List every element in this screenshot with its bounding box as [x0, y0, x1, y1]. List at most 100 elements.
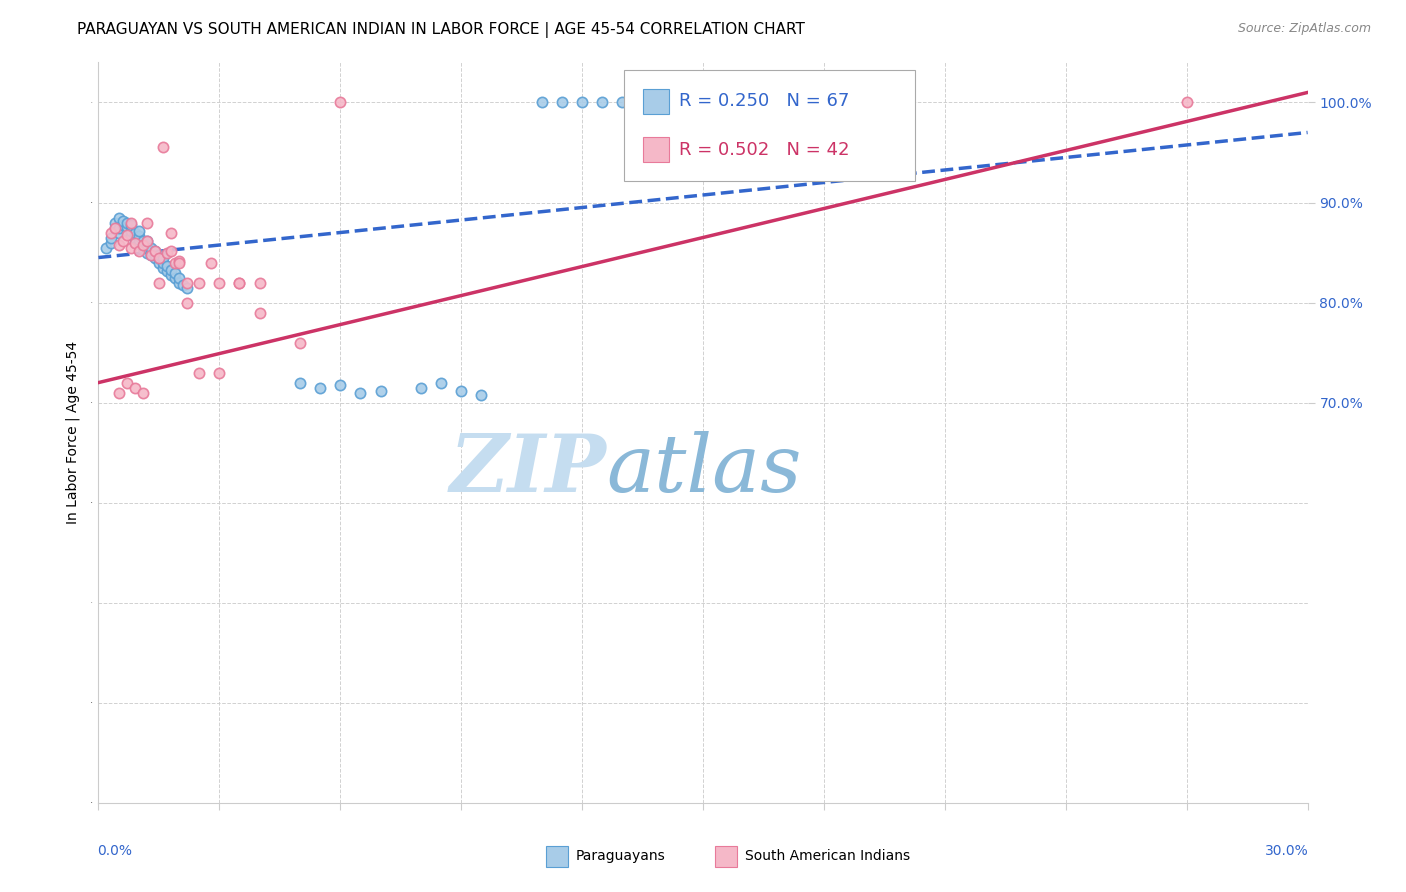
Point	[135, 234, 157, 248]
Bar	[716, 846, 737, 867]
Point	[167, 253, 190, 268]
Point	[160, 262, 183, 277]
Point	[115, 227, 138, 242]
Point	[96, 240, 118, 255]
FancyBboxPatch shape	[624, 70, 915, 181]
Point	[370, 384, 392, 398]
Point	[143, 244, 166, 258]
Point	[128, 235, 150, 250]
Text: R = 0.250   N = 67: R = 0.250 N = 67	[679, 93, 849, 111]
Point	[309, 381, 332, 395]
Point	[152, 255, 174, 269]
Point	[188, 366, 211, 380]
Point	[160, 268, 183, 282]
Point	[208, 276, 231, 290]
Text: ZIP: ZIP	[450, 431, 606, 508]
Point	[148, 255, 170, 269]
Text: 30.0%: 30.0%	[1265, 844, 1309, 857]
Point	[470, 387, 492, 401]
Bar	[643, 88, 669, 114]
Text: PARAGUAYAN VS SOUTH AMERICAN INDIAN IN LABOR FORCE | AGE 45-54 CORRELATION CHART: PARAGUAYAN VS SOUTH AMERICAN INDIAN IN L…	[77, 22, 806, 38]
Point	[160, 226, 183, 240]
Point	[115, 215, 138, 229]
Point	[249, 305, 271, 319]
Point	[135, 237, 157, 252]
Point	[409, 381, 432, 395]
Point	[115, 376, 138, 390]
Point	[132, 240, 155, 255]
Point	[893, 95, 915, 110]
Text: Paraguayans: Paraguayans	[576, 849, 666, 863]
Point	[163, 266, 186, 280]
Point	[160, 244, 183, 258]
Point	[249, 276, 271, 290]
Point	[208, 366, 231, 380]
Point	[148, 251, 170, 265]
Point	[132, 237, 155, 252]
Point	[107, 220, 129, 235]
Point	[172, 277, 194, 292]
Point	[152, 140, 174, 154]
Point	[349, 385, 371, 400]
Point	[135, 215, 157, 229]
Point	[120, 240, 142, 255]
Bar	[643, 136, 669, 162]
Point	[124, 226, 146, 240]
Point	[107, 385, 129, 400]
Point	[128, 223, 150, 237]
Point	[120, 218, 142, 232]
Point	[551, 95, 574, 110]
Point	[143, 247, 166, 261]
Point	[200, 255, 222, 269]
Point	[612, 95, 634, 110]
Point	[228, 276, 250, 290]
Point	[631, 95, 654, 110]
Point	[100, 235, 122, 250]
Point	[103, 220, 125, 235]
Point	[124, 235, 146, 250]
Point	[163, 270, 186, 285]
Point	[148, 251, 170, 265]
Point	[120, 215, 142, 229]
Point	[143, 251, 166, 265]
Point	[156, 259, 179, 273]
Point	[135, 245, 157, 260]
Point	[132, 234, 155, 248]
Point	[571, 95, 593, 110]
Point	[107, 211, 129, 225]
Point	[107, 226, 129, 240]
Y-axis label: In Labor Force | Age 45-54: In Labor Force | Age 45-54	[66, 341, 80, 524]
Point	[139, 247, 162, 261]
Point	[329, 95, 352, 110]
Point	[103, 215, 125, 229]
Point	[120, 227, 142, 242]
Point	[111, 213, 134, 227]
Point	[176, 295, 198, 310]
Point	[156, 263, 179, 277]
Point	[430, 376, 453, 390]
Point	[128, 244, 150, 258]
Point	[139, 240, 162, 255]
Point	[115, 219, 138, 234]
Point	[139, 244, 162, 258]
Point	[124, 230, 146, 244]
Point	[132, 385, 155, 400]
Point	[288, 376, 311, 390]
Point	[103, 220, 125, 235]
Point	[228, 276, 250, 290]
Point	[591, 95, 613, 110]
Point	[135, 234, 157, 248]
Point	[188, 276, 211, 290]
Point	[100, 226, 122, 240]
Point	[128, 228, 150, 243]
Point	[124, 381, 146, 395]
Point	[132, 237, 155, 252]
Point	[167, 276, 190, 290]
Text: R = 0.502   N = 42: R = 0.502 N = 42	[679, 141, 849, 159]
Point	[167, 270, 190, 285]
Point	[1175, 95, 1198, 110]
Point	[288, 335, 311, 350]
Point	[111, 218, 134, 232]
Point	[163, 255, 186, 269]
Text: Source: ZipAtlas.com: Source: ZipAtlas.com	[1237, 22, 1371, 36]
